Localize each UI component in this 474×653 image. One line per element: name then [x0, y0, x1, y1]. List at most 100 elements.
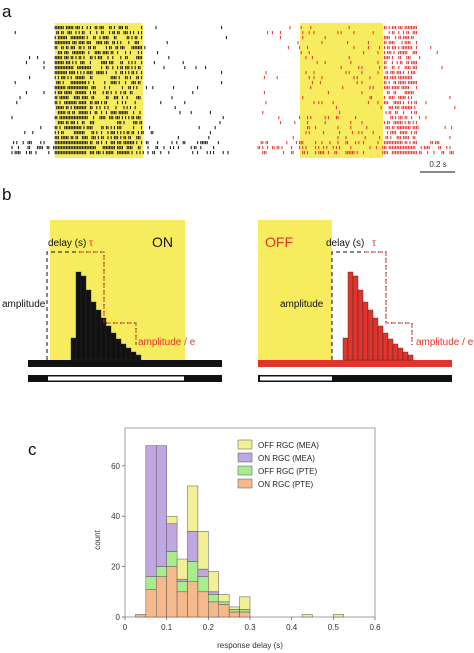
- psth-bar: [387, 338, 394, 361]
- psth-bar: [105, 325, 112, 361]
- histogram-bar: [208, 594, 219, 603]
- legend-swatch: [237, 465, 253, 476]
- histogram-bar: [228, 609, 240, 613]
- psth-bar: [95, 309, 102, 361]
- histogram-bar: [166, 523, 178, 552]
- raster-on: [11, 23, 229, 158]
- off-delay-label: delay (s): [326, 238, 364, 249]
- psth-bar: [70, 337, 77, 361]
- chart-tick-labels: 0 0.1 0.2 0.3 0.4 0.5 0.6 0 20 40 60: [111, 462, 381, 632]
- histogram-bar: [166, 566, 178, 618]
- histogram-bar: [208, 601, 219, 618]
- x-axis-label: response delay (s): [217, 641, 283, 650]
- psth-bar: [110, 332, 117, 361]
- on-amplitude-e-label: amplitude / e: [138, 337, 196, 348]
- response-delay-histogram: 0 0.1 0.2 0.3 0.4 0.5 0.6 0 20 40 60 response dela…: [93, 427, 381, 650]
- histogram-bar: [239, 596, 251, 610]
- histogram-bar: [187, 485, 199, 532]
- stimulus-window-off: [300, 23, 383, 158]
- histogram-bar: [228, 611, 240, 618]
- histogram-bar: [239, 609, 251, 613]
- psth-bar: [377, 325, 384, 361]
- psth-bar: [397, 347, 404, 361]
- on-stimulus-trace-light: [48, 376, 184, 381]
- histogram-bar: [145, 445, 157, 577]
- y-axis-label: count: [93, 529, 102, 549]
- histogram-bar: [197, 576, 209, 593]
- x-tick-label: 0: [123, 623, 128, 632]
- on-title: ON: [152, 234, 173, 250]
- legend-swatch: [237, 439, 253, 450]
- histogram-bar: [197, 568, 209, 577]
- panel-label-a: a: [2, 2, 12, 21]
- x-tick-label: 0.2: [203, 623, 215, 632]
- histogram-bar: [218, 601, 230, 605]
- psth-bar: [362, 301, 369, 361]
- on-tau-fit-dashed: [80, 251, 137, 345]
- panel-label-b: b: [2, 185, 11, 204]
- histogram-bar: [145, 576, 157, 590]
- psth-bar: [100, 317, 107, 361]
- psth-bar: [347, 271, 354, 361]
- psth-bar: [382, 332, 389, 361]
- psth-bar: [80, 275, 87, 361]
- psth-bar: [120, 343, 127, 361]
- histogram-bar: [187, 531, 199, 562]
- off-tau-label: τ: [372, 238, 376, 249]
- histogram-bar: [176, 578, 188, 582]
- psth-bar: [392, 343, 399, 361]
- histogram-bar: [166, 515, 178, 525]
- histogram-bar: [187, 561, 199, 582]
- on-tau-label: τ: [89, 238, 93, 249]
- histogram-bar: [228, 606, 240, 610]
- histogram-bar: [176, 558, 188, 580]
- stimulus-window-on: [55, 23, 143, 158]
- histogram-bar: [145, 589, 157, 618]
- histogram-bar: [187, 581, 199, 618]
- psth-bar: [342, 337, 349, 361]
- on-response-diagram: delay (s) τ amplitude amplitude / e ON: [2, 220, 222, 382]
- chart-bars: [135, 445, 345, 618]
- x-tick-label: 0.6: [369, 623, 381, 632]
- off-amplitude-label: amplitude: [280, 299, 324, 310]
- legend-label: ON RGC (PTE): [258, 480, 313, 489]
- psth-bar: [135, 354, 142, 361]
- psth-bar: [115, 338, 122, 361]
- chart-legend: OFF RGC (MEA) ON RGC (MEA) OFF RGC (PTE) ON…: [237, 439, 319, 489]
- legend-swatch: [237, 452, 253, 463]
- x-tick-label: 0.4: [286, 623, 298, 632]
- histogram-bar: [176, 581, 188, 593]
- psth-bar: [352, 275, 359, 361]
- on-amplitude-label: amplitude: [2, 299, 46, 310]
- off-stimulus-trace: [258, 375, 452, 382]
- off-title: OFF: [265, 234, 293, 250]
- histogram-bar: [218, 604, 230, 618]
- x-tick-label: 0.5: [328, 623, 340, 632]
- x-tick-label: 0.3: [244, 623, 256, 632]
- histogram-bar: [135, 614, 147, 618]
- psth-bar: [407, 354, 414, 361]
- psth-bar: [90, 301, 97, 361]
- raster-off: [257, 23, 456, 158]
- off-baseline-bar: [258, 360, 452, 367]
- off-response-diagram: delay (s) τ amplitude amplitude / e OFF: [258, 220, 474, 382]
- histogram-bar: [197, 591, 209, 618]
- psth-bar: [75, 271, 82, 361]
- histogram-bar: [239, 611, 251, 618]
- scale-bar-label: 0.2 s: [429, 160, 446, 169]
- on-stimulus-window: [50, 220, 185, 360]
- histogram-bar: [301, 614, 313, 618]
- histogram-bar: [156, 445, 167, 567]
- legend-label: OFF RGC (PTE): [258, 467, 317, 476]
- off-stimulus-trace-light: [260, 376, 332, 381]
- on-delay-label: delay (s): [48, 238, 86, 249]
- y-tick-label: 0: [116, 613, 121, 622]
- y-tick-label: 60: [111, 462, 120, 471]
- legend-label: ON RGC (MEA): [258, 454, 315, 463]
- histogram-bar: [176, 591, 188, 618]
- psth-bar: [372, 317, 379, 361]
- x-tick-label: 0.1: [161, 623, 173, 632]
- off-tau-fit-dashed: [365, 251, 413, 345]
- raster-on-spikes: [11, 26, 229, 155]
